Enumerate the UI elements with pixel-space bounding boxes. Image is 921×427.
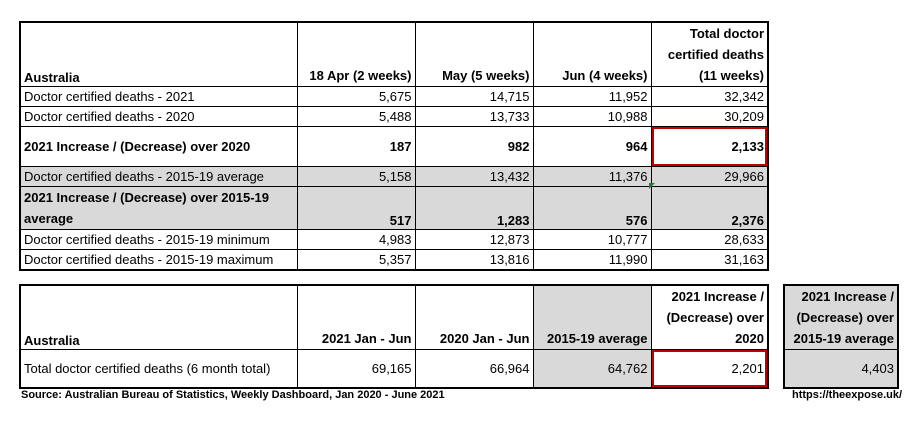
cell: 517 [296,186,416,230]
header-may: May (5 weeks) [414,21,534,87]
header-jun: Jun (4 weeks) [532,21,652,87]
cell: 5,488 [296,106,416,127]
cell: 66,964 [414,349,534,388]
cell: 10,777 [532,229,652,250]
cell: 14,715 [414,86,534,107]
source-note: Source: Australian Bureau of Statistics,… [21,389,445,401]
table-row: Doctor certified deaths - 2015-19 minimu… [19,229,769,250]
cell: 69,165 [296,349,416,388]
cell: 4,403 [783,349,899,388]
six-month-totals-table: Australia 2021 Jan - Jun 2020 Jan - Jun … [19,284,769,389]
cell: 982 [414,126,534,167]
cell: 64,762 [532,349,652,388]
cell: 11,376 [532,166,652,187]
header-australia: Australia [19,284,298,350]
cell: 13,432 [414,166,534,187]
table-row: Total doctor certified deaths (6 month t… [19,349,769,388]
cell: 12,873 [414,229,534,250]
row-label: Doctor certified deaths - 2021 [19,86,298,107]
cell: 5,158 [296,166,416,187]
cell: 28,633 [650,229,769,250]
header-increase-over-2020: 2021 Increase / (Decrease) over 2020 [650,284,769,350]
cell: 4,983 [296,229,416,250]
cell: 10,988 [532,106,652,127]
increase-over-average-table: 2021 Increase / (Decrease) over 2015-19 … [783,284,899,389]
cell: 187 [296,126,416,167]
header-2015-19-average: 2015-19 average [532,284,652,350]
header-18-apr: 18 Apr (2 weeks) [296,21,416,87]
row-label: Doctor certified deaths - 2020 [19,106,298,127]
row-label: Doctor certified deaths - 2015-19 minimu… [19,229,298,250]
header-australia: Australia [19,21,298,87]
cell: 30,209 [650,106,769,127]
cell: 11,990 [532,249,652,270]
table-row: Doctor certified deaths - 2015-19 averag… [19,166,769,187]
cell: 2,376 [650,186,769,230]
comment-marker-icon [649,183,655,189]
table-row: Doctor certified deaths - 2021 5,675 14,… [19,86,769,107]
highlighted-total-cell: 2,133 [650,126,769,167]
cell: 5,675 [296,86,416,107]
cell: 13,816 [414,249,534,270]
table-row: 2021 Increase / (Decrease) over 2020 187… [19,126,769,167]
header-2021-jan-jun: 2021 Jan - Jun [296,284,416,350]
highlighted-total-cell: 2,201 [650,349,769,388]
cell: 32,342 [650,86,769,107]
cell: 964 [532,126,652,167]
table-row: Doctor certified deaths - 2015-19 maximu… [19,249,769,270]
cell: 13,733 [414,106,534,127]
row-label: Doctor certified deaths - 2015-19 averag… [19,166,298,187]
cell: 29,966 [650,166,769,187]
header-total-11-weeks: Total doctor certified deaths (11 weeks) [650,21,769,87]
cell: 5,357 [296,249,416,270]
row-label: 2021 Increase / (Decrease) over 2015-19 … [19,186,298,230]
header-2020-jan-jun: 2020 Jan - Jun [414,284,534,350]
header-increase-over-average: 2021 Increase / (Decrease) over 2015-19 … [783,284,899,350]
row-label: Doctor certified deaths - 2015-19 maximu… [19,249,298,270]
cell: 576 [532,186,652,230]
website-url: https://theexpose.uk/ [792,389,903,401]
cell: 11,952 [532,86,652,107]
row-label: 2021 Increase / (Decrease) over 2020 [19,126,298,167]
table-row: 2021 Increase / (Decrease) over 2015-19 … [19,186,769,230]
table-row: Doctor certified deaths - 2020 5,488 13,… [19,106,769,127]
weekly-deaths-table: Australia 18 Apr (2 weeks) May (5 weeks)… [19,21,769,271]
row-label: Total doctor certified deaths (6 month t… [19,349,298,388]
cell: 1,283 [414,186,534,230]
cell: 31,163 [650,249,769,270]
